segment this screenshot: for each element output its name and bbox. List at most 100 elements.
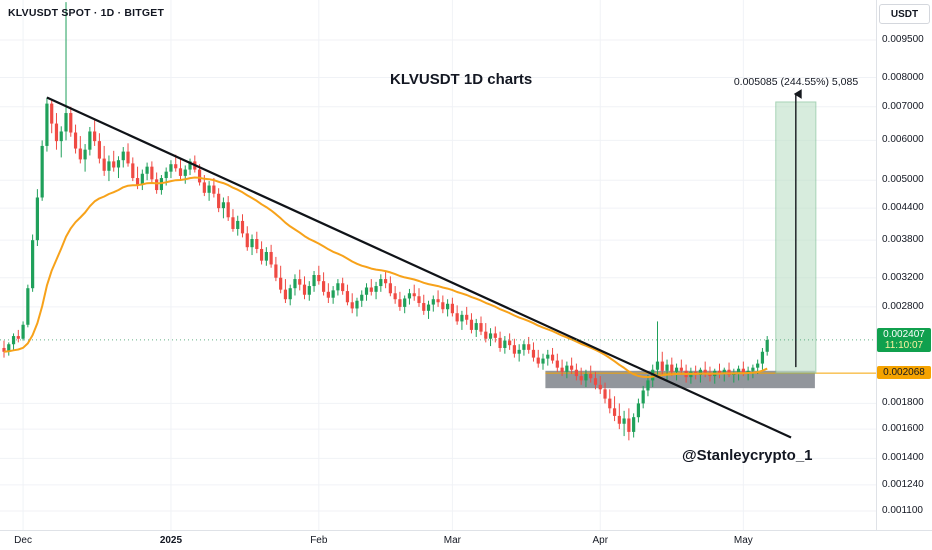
candle-body (212, 185, 216, 194)
candle-body (207, 185, 211, 193)
candle-body (641, 390, 645, 404)
candle-body (369, 287, 373, 292)
author-handle-annotation: @Stanleycrypto_1 (682, 447, 813, 464)
price-axis-label: 0.006000 (882, 134, 924, 146)
candle-body (16, 336, 20, 339)
candle-body (484, 331, 488, 339)
candle-body (546, 354, 550, 359)
candle-body (541, 358, 545, 364)
candle-body (727, 369, 731, 376)
candle-body (226, 202, 230, 218)
candle-body (269, 251, 273, 265)
candle-body (188, 161, 192, 170)
candle-body (512, 345, 516, 354)
candle-body (183, 169, 187, 176)
candle-body (503, 340, 507, 348)
price-axis-label: 0.005000 (882, 174, 924, 186)
candle-body (384, 279, 388, 284)
candle-body (665, 364, 669, 371)
candle-body (78, 148, 82, 160)
bar-countdown: 11:10:07 (884, 339, 924, 351)
candle-body (417, 296, 421, 304)
price-axis-label: 0.001600 (882, 423, 924, 435)
candle-body (116, 160, 121, 168)
candle-body (446, 303, 450, 310)
candle-body (88, 131, 92, 150)
candle-body (245, 233, 249, 248)
candle-body (722, 369, 726, 374)
price-axis-label: 0.009500 (882, 34, 924, 45)
price-axis-label: 0.004400 (882, 202, 924, 214)
candle-body (488, 333, 493, 339)
candle-body (307, 286, 311, 295)
candle-body (407, 293, 412, 299)
candle-body (259, 248, 264, 261)
candle-body (431, 299, 435, 305)
support-zone-rect[interactable] (545, 370, 815, 389)
candle-body (455, 313, 459, 322)
time-axis-label: Dec (14, 535, 32, 546)
candle-body (436, 299, 440, 303)
candle-body (717, 370, 722, 374)
candle-body (150, 166, 154, 180)
currency-toggle-button[interactable]: USDT (879, 4, 930, 24)
candle-body (321, 281, 326, 292)
last-price-badge: 0.002407 11:10:07 (877, 327, 931, 352)
candle-body (250, 239, 254, 248)
price-axis[interactable]: USDT 0.009500 0.008000 0.007000 0.006000 0.0… (876, 0, 932, 530)
candle-body (560, 367, 564, 372)
candle-body (302, 284, 307, 295)
candle-body (11, 336, 16, 345)
candle-body (450, 303, 454, 314)
candle-body (493, 333, 497, 338)
candle-body (7, 344, 11, 352)
candle-body (331, 290, 335, 298)
candle-body (760, 351, 765, 364)
candle-body (508, 340, 512, 346)
price-axis-label: 0.001400 (882, 452, 924, 464)
candle-body (40, 145, 44, 198)
candle-body (517, 349, 521, 354)
candle-body (703, 369, 707, 373)
candle-body (131, 163, 135, 179)
moving-average-line[interactable] (3, 176, 768, 379)
candle-body (83, 149, 87, 160)
candle-body (169, 164, 173, 172)
candle-body (121, 151, 125, 161)
price-target-label: 0.005085 (244.55%) 5,085 (733, 76, 859, 88)
candle-body (240, 220, 245, 234)
candle-body (355, 300, 359, 309)
candle-body (126, 151, 130, 164)
symbol-title[interactable]: KLVUSDT SPOT · 1D · BITGET (8, 7, 165, 19)
candle-body (765, 339, 769, 352)
candle-body (178, 168, 183, 176)
candle-body (107, 161, 111, 171)
candle-body (345, 291, 350, 303)
candle-body (603, 389, 607, 399)
candle-body (498, 337, 502, 348)
candle-body (26, 288, 30, 325)
candle-body (288, 288, 292, 300)
candle-body (255, 239, 259, 249)
candle-body (565, 365, 569, 372)
candle-body (35, 197, 39, 241)
candle-body (50, 103, 54, 124)
candle-body (398, 299, 402, 307)
candle-body (617, 415, 621, 424)
time-axis-label: Feb (310, 535, 328, 546)
candle-body (336, 283, 340, 291)
time-axis[interactable]: Dec 2025 Feb Mar Apr May (0, 530, 932, 550)
time-axis-label: 2025 (159, 535, 183, 546)
candle-body (298, 279, 302, 285)
descending-trendline[interactable] (46, 96, 792, 439)
candle-body (326, 291, 330, 298)
candle-body (751, 367, 755, 371)
candle-body (54, 123, 59, 142)
candle-body (627, 418, 631, 432)
candle-body (21, 324, 25, 339)
time-axis-label: Mar (443, 535, 461, 546)
candle-body (636, 403, 641, 418)
candle-body (379, 279, 383, 287)
